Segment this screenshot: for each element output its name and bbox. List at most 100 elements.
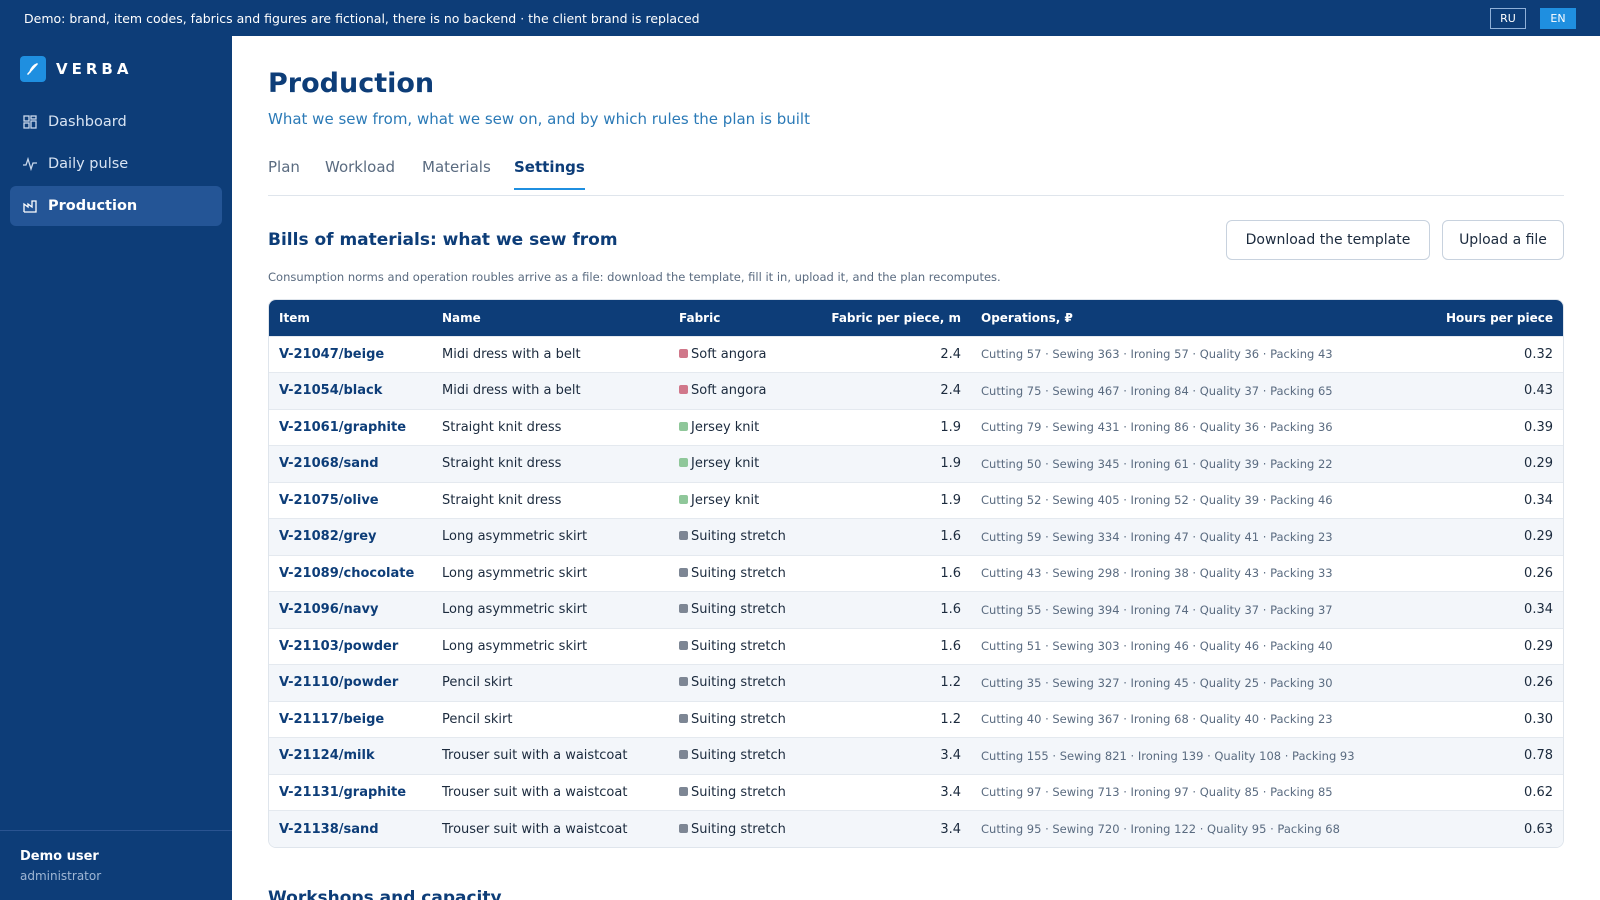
tab-plan[interactable]: Plan: [268, 158, 300, 176]
hours-per-piece: 0.63: [1524, 821, 1553, 837]
hours-per-piece: 0.29: [1524, 529, 1553, 545]
hours-per-piece: 0.39: [1524, 419, 1553, 435]
column-header-operations[interactable]: Operations, ₽: [981, 310, 1073, 325]
table-row[interactable]: V-21075/olive Straight knit dress Jersey k…: [269, 482, 1563, 519]
user-role: administrator: [20, 869, 102, 883]
table-row[interactable]: V-21082/grey Long asymmetric skirt Suiting…: [269, 518, 1563, 556]
hours-per-piece: 0.26: [1524, 675, 1553, 691]
item-code-link[interactable]: V-21054/black: [279, 383, 383, 399]
table-row[interactable]: V-21138/sand Trouser suit with a waistcoa…: [269, 810, 1563, 847]
item-code-link[interactable]: V-21075/olive: [279, 492, 379, 508]
item-name: Long asymmetric skirt: [442, 602, 588, 618]
hours-per-piece: 0.30: [1524, 711, 1553, 727]
operations-cost: Cutting 40 · Sewing 367 · Ironing 68 · Q…: [981, 712, 1333, 727]
fabric-cell: Jersey knit: [669, 409, 808, 446]
operations-cost: Cutting 52 · Sewing 405 · Ironing 52 · Q…: [981, 493, 1333, 508]
upload-file-button[interactable]: Upload a file: [1442, 220, 1564, 260]
hours-per-piece: 0.29: [1524, 638, 1553, 654]
item-code-link[interactable]: V-21124/milk: [279, 748, 375, 764]
column-header-hours-per-piece[interactable]: Hours per piece: [1446, 310, 1553, 325]
pulse-icon: [22, 156, 38, 172]
table-row[interactable]: V-21110/powder Pencil skirt Suiting stretc…: [269, 664, 1563, 701]
fabric-swatch: [679, 786, 688, 796]
item-name: Long asymmetric skirt: [442, 529, 588, 545]
sidebar-item-production[interactable]: Production: [10, 186, 222, 226]
brand[interactable]: VERBA: [20, 56, 132, 82]
fabric-cell: Suiting stretch: [669, 555, 808, 592]
fabric-cell: Suiting stretch: [669, 519, 808, 556]
table-row[interactable]: V-21117/beige Pencil skirt Suiting stretch…: [269, 701, 1563, 738]
column-header-fabric-per-piece[interactable]: Fabric per piece, m: [831, 310, 961, 325]
item-name: Straight knit dress: [442, 419, 562, 435]
item-code-link[interactable]: V-21117/beige: [279, 711, 385, 727]
table-row[interactable]: V-21068/sand Straight knit dress Jersey kn…: [269, 445, 1563, 482]
fabric-name: Suiting stretch: [691, 529, 786, 545]
operations-cost: Cutting 57 · Sewing 363 · Ironing 57 · Q…: [981, 347, 1333, 362]
item-code-link[interactable]: V-21103/powder: [279, 638, 399, 654]
tab-settings[interactable]: Settings: [514, 158, 585, 190]
operations-cost: Cutting 95 · Sewing 720 · Ironing 122 · …: [981, 822, 1340, 836]
fabric-name: Suiting stretch: [691, 675, 786, 691]
fabric-swatch: [679, 421, 688, 431]
item-code-link[interactable]: V-21131/graphite: [279, 784, 407, 800]
hours-per-piece: 0.26: [1524, 565, 1553, 581]
item-code-link[interactable]: V-21068/sand: [279, 456, 379, 472]
operations-cost: Cutting 35 · Sewing 327 · Ironing 45 · Q…: [981, 675, 1333, 690]
language-en-button[interactable]: EN: [1540, 8, 1576, 29]
item-name: Pencil skirt: [442, 711, 513, 727]
operations-cost: Cutting 51 · Sewing 303 · Ironing 46 · Q…: [981, 639, 1333, 654]
sidebar-item-dashboard[interactable]: Dashboard: [10, 102, 222, 142]
fabric-per-piece: 3.4: [940, 748, 961, 764]
tab-materials[interactable]: Materials: [422, 158, 491, 176]
table-row[interactable]: V-21124/milk Trouser suit with a waistcoa…: [269, 737, 1563, 774]
item-code-link[interactable]: V-21138/sand: [279, 821, 379, 837]
column-header-name[interactable]: Name: [442, 310, 481, 325]
fabric-name: Soft angora: [691, 383, 767, 399]
demo-banner: Demo: brand, item codes, fabrics and fig…: [0, 0, 1600, 36]
fabric-name: Suiting stretch: [691, 748, 786, 764]
table-row[interactable]: V-21089/chocolate Long asymmetric skirt Su…: [269, 555, 1563, 592]
language-ru-button[interactable]: RU: [1490, 8, 1526, 29]
table-row[interactable]: V-21131/graphite Trouser suit with a wais…: [269, 774, 1563, 811]
item-code-link[interactable]: V-21082/grey: [279, 529, 377, 545]
fabric-name: Jersey knit: [691, 419, 760, 435]
tab-workload[interactable]: Workload: [325, 158, 396, 176]
table-row[interactable]: V-21047/beige Midi dress with a belt Soft …: [269, 336, 1563, 373]
hours-per-piece: 0.43: [1524, 383, 1553, 399]
table-row[interactable]: V-21054/black Midi dress with a belt Soft …: [269, 372, 1563, 409]
page-subtitle: What we sew from, what we sew on, and by…: [268, 110, 810, 128]
fabric-cell: Suiting stretch: [669, 592, 808, 629]
column-header-fabric[interactable]: Fabric: [679, 310, 721, 325]
item-code-link[interactable]: V-21089/chocolate: [279, 565, 415, 581]
hours-per-piece: 0.62: [1524, 784, 1553, 800]
fabric-name: Suiting stretch: [691, 638, 786, 654]
column-header-item[interactable]: Item: [279, 310, 310, 325]
feather-logo-icon: [20, 56, 46, 82]
table-row[interactable]: V-21103/powder Long asymmetric skirt Suiti…: [269, 628, 1563, 665]
item-name: Long asymmetric skirt: [442, 565, 588, 581]
fabric-name: Suiting stretch: [691, 565, 786, 581]
hours-per-piece: 0.78: [1524, 748, 1553, 764]
fabric-cell: Suiting stretch: [669, 774, 808, 811]
fabric-swatch: [679, 531, 688, 541]
fabric-name: Suiting stretch: [691, 711, 786, 727]
fabric-name: Jersey knit: [691, 456, 760, 472]
brand-name: VERBA: [56, 60, 133, 78]
user-panel[interactable]: Demo user administrator: [0, 830, 232, 900]
fabric-cell: Suiting stretch: [669, 628, 808, 665]
fabric-name: Soft angora: [691, 346, 767, 362]
sidebar-item-label: Daily pulse: [48, 156, 129, 172]
sidebar: VERBA Dashboard Daily pulse Production D…: [0, 36, 232, 900]
operations-cost: Cutting 55 · Sewing 394 · Ironing 74 · Q…: [981, 602, 1333, 617]
item-name: Trouser suit with a waistcoat: [442, 784, 628, 800]
table-row[interactable]: V-21061/graphite Straight knit dress Jerse…: [269, 409, 1563, 446]
item-code-link[interactable]: V-21061/graphite: [279, 419, 407, 435]
item-name: Long asymmetric skirt: [442, 638, 588, 654]
table-row[interactable]: V-21096/navy Long asymmetric skirt Suiting…: [269, 591, 1563, 629]
item-code-link[interactable]: V-21110/powder: [279, 675, 399, 691]
operations-cost: Cutting 75 · Sewing 467 · Ironing 84 · Q…: [981, 383, 1333, 398]
item-code-link[interactable]: V-21047/beige: [279, 346, 385, 362]
item-code-link[interactable]: V-21096/navy: [279, 602, 379, 618]
sidebar-item-daily-pulse[interactable]: Daily pulse: [10, 144, 222, 184]
download-template-button[interactable]: Download the template: [1226, 220, 1430, 260]
